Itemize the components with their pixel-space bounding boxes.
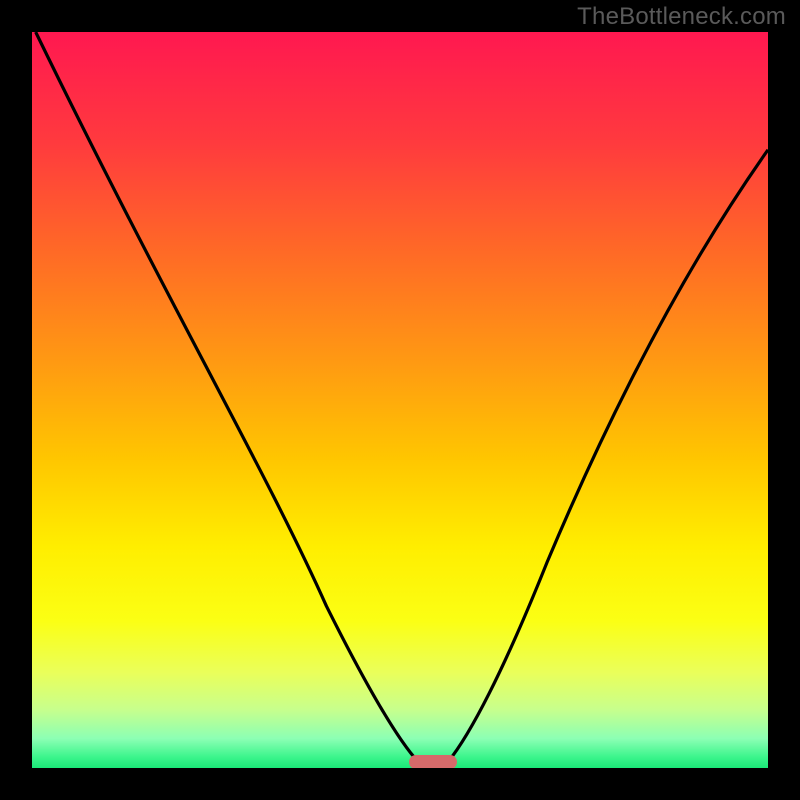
optimal-marker — [409, 755, 457, 768]
plot-area — [32, 32, 768, 768]
chart-canvas: TheBottleneck.com — [0, 0, 800, 800]
curve-layer — [32, 32, 768, 768]
watermark-text: TheBottleneck.com — [577, 3, 786, 31]
bottleneck-curve — [36, 32, 768, 762]
